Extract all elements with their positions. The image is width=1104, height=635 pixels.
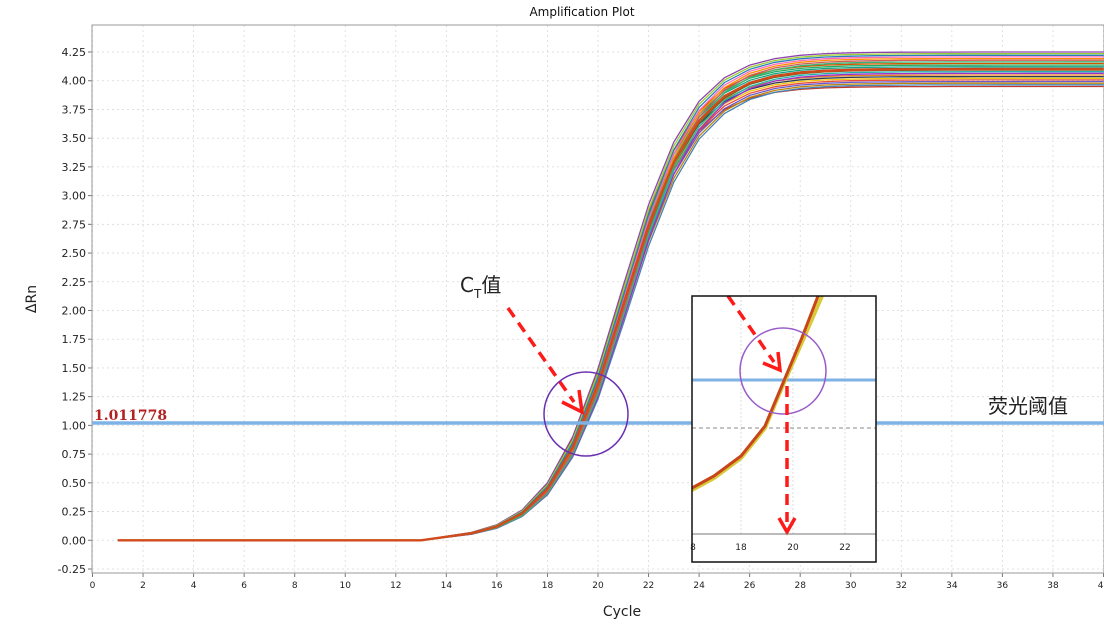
- inset-tick-20: 20: [787, 543, 799, 553]
- amplification-curve: [117, 52, 1104, 541]
- inset-tick-18: 18: [735, 543, 747, 553]
- x-axis-title: Cycle: [603, 604, 641, 620]
- inset-curve-main: [691, 295, 820, 490]
- amplification-curve: [117, 61, 1104, 541]
- inset-circle: [739, 327, 827, 415]
- amplification-curve: [117, 80, 1104, 541]
- y-tick-label: 1.00: [62, 419, 87, 432]
- x-tick-label: 18: [542, 581, 554, 591]
- amplification-curve: [117, 85, 1104, 541]
- y-tick-label: 1.25: [62, 391, 87, 404]
- y-tick-label: 4.00: [62, 75, 87, 88]
- y-tick-label: 0.50: [62, 477, 87, 490]
- x-tick-label: 22: [643, 581, 654, 591]
- x-tick-label: 38: [1047, 581, 1059, 591]
- y-tick-label: 4.25: [62, 46, 87, 59]
- amplification-curve: [117, 74, 1104, 541]
- y-tick-label: 0.00: [62, 534, 87, 547]
- x-tick-label: 40: [1098, 581, 1104, 591]
- ct-annotation: CT值: [460, 273, 501, 301]
- x-tick-label: 36: [997, 581, 1009, 591]
- amplification-curve: [117, 66, 1104, 541]
- x-tick-label: 20: [592, 581, 604, 591]
- x-tick-label: 26: [744, 581, 756, 591]
- y-tick-label: 2.25: [62, 276, 87, 289]
- amplification-curve: [117, 71, 1104, 541]
- inset-tick-partial: 8: [690, 543, 696, 553]
- y-tick-label: 1.75: [62, 333, 87, 346]
- x-tick-label: 16: [491, 581, 503, 591]
- y-tick-label: 0.75: [62, 448, 87, 461]
- y-axis-ticks: -0.25 0.00 0.25 0.50 0.75 1.00 1.25 1.50 1.75 2.0…: [58, 46, 92, 576]
- ct-circle: [543, 371, 629, 457]
- x-tick-label: 0: [90, 581, 96, 591]
- threshold-annotation: 荧光阈值: [988, 394, 1068, 418]
- x-tick-label: 28: [794, 581, 806, 591]
- ct-arrow-head: [561, 389, 585, 416]
- amplification-curve: [117, 79, 1104, 541]
- amplification-curve: [117, 59, 1104, 541]
- ct-annotation-c: C: [460, 273, 474, 297]
- amplification-curve: [117, 56, 1104, 541]
- threshold-value-label: 1.011778: [94, 408, 167, 424]
- amplification-curve: [117, 75, 1104, 541]
- inset-arrow-diagonal: [726, 294, 776, 364]
- inset-border: [691, 295, 877, 563]
- x-tick-label: 8: [292, 581, 298, 591]
- amplification-curve: [117, 84, 1104, 541]
- y-tick-label: 2.75: [62, 218, 87, 231]
- amplification-curve: [117, 62, 1104, 541]
- inset-arrow-vertical-head: [777, 517, 797, 536]
- y-tick-label: 1.50: [62, 362, 87, 375]
- y-tick-label: 2.50: [62, 247, 87, 260]
- amplification-curve: [117, 69, 1104, 541]
- amplification-curve: [117, 51, 1104, 541]
- ct-annotation-subscript: T: [473, 287, 482, 301]
- chart-title: Amplification Plot: [529, 5, 634, 19]
- zoom-inset: 8 18 20 22: [690, 294, 877, 563]
- amplification-curve: [117, 77, 1104, 541]
- x-tick-label: 14: [441, 581, 453, 591]
- x-tick-label: 2: [140, 581, 146, 591]
- amplification-curve: [117, 67, 1104, 541]
- y-tick-label: 3.25: [62, 161, 87, 174]
- inset-background: [692, 296, 876, 562]
- x-tick-label: 30: [845, 581, 857, 591]
- grid: [92, 25, 1104, 573]
- x-axis-ticks: 0246810121416182022242628303234363840: [90, 573, 1104, 591]
- amplification-curves: [117, 51, 1104, 542]
- y-tick-label: 3.50: [62, 132, 87, 145]
- x-tick-label: 6: [241, 581, 247, 591]
- x-tick-label: 32: [896, 581, 907, 591]
- y-tick-label: 2.00: [62, 305, 87, 318]
- y-tick-label: -0.25: [58, 563, 86, 576]
- x-tick-label: 12: [390, 581, 401, 591]
- amplification-curve: [117, 64, 1104, 541]
- ct-arrow: [506, 306, 576, 404]
- x-tick-label: 10: [340, 581, 352, 591]
- amplification-curve: [117, 82, 1104, 541]
- y-tick-label: 3.75: [62, 103, 87, 116]
- inset-arrow-diagonal-head: [762, 351, 783, 373]
- x-tick-label: 34: [946, 581, 958, 591]
- y-tick-label: 3.00: [62, 190, 87, 203]
- x-tick-label: 4: [191, 581, 197, 591]
- amplification-curve: [117, 72, 1104, 541]
- amplification-curve-main: [117, 67, 1104, 542]
- y-tick-label: 0.25: [62, 506, 87, 519]
- ct-annotation-suffix: 值: [481, 273, 501, 297]
- plot-frame: [91, 24, 1104, 574]
- x-tick-label: 24: [693, 581, 705, 591]
- y-axis-title: ΔRn: [24, 285, 40, 313]
- amplification-curve: [117, 54, 1104, 541]
- amplification-curve: [117, 57, 1104, 541]
- inset-tick-22: 22: [839, 543, 850, 553]
